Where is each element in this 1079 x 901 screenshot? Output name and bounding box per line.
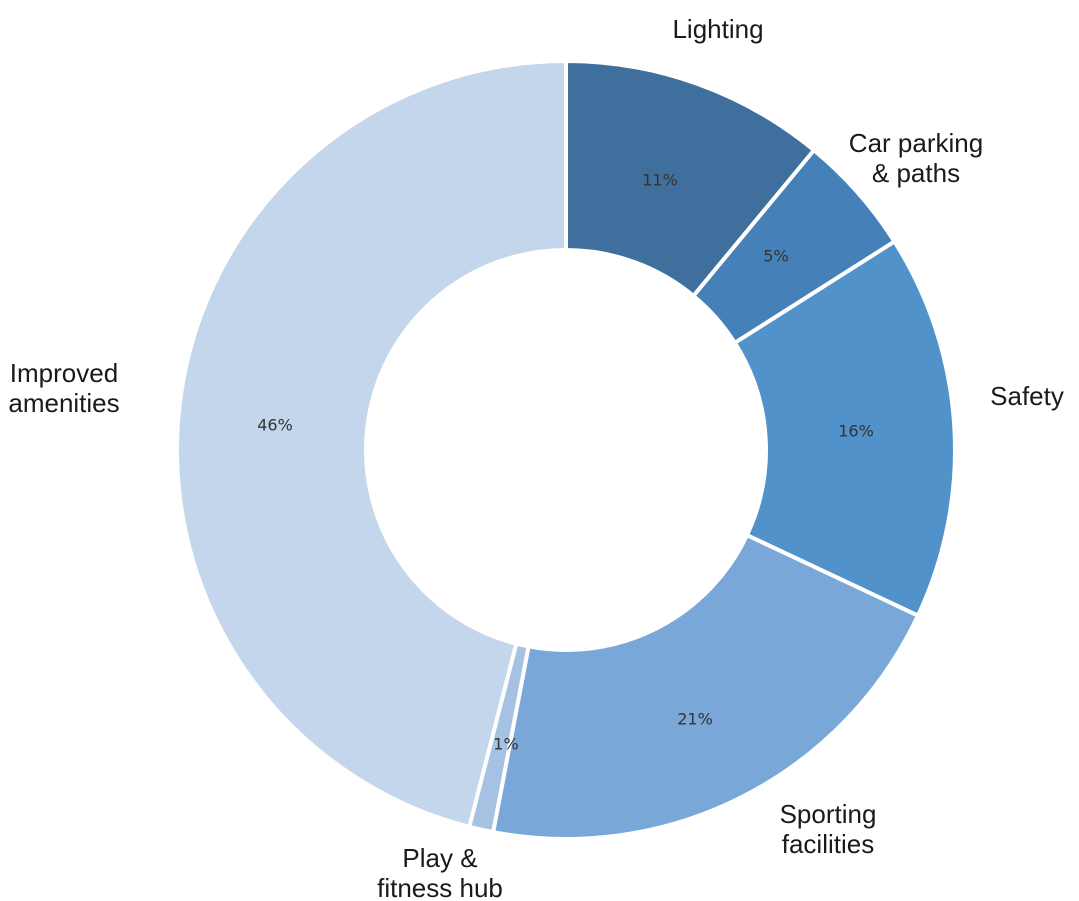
category-label-line: Car parking xyxy=(849,128,983,158)
category-label-line: Safety xyxy=(990,381,1064,411)
category-label-line: amenities xyxy=(8,388,119,418)
data-label-car-parking-and-paths: 5% xyxy=(763,247,788,266)
data-label-improved-amenities: 46% xyxy=(257,416,293,435)
category-label-lighting: Lighting xyxy=(672,14,763,44)
category-label-line: Play & xyxy=(402,843,477,873)
category-label-improved-amenities: Improved amenities xyxy=(8,358,119,418)
category-label-line: & paths xyxy=(872,158,960,188)
category-label-play-and-fitness-hub: Play & fitness hub xyxy=(377,843,503,901)
category-label-safety: Safety xyxy=(990,381,1064,411)
category-label-line: Sporting xyxy=(780,799,877,829)
percent-labels: 11% 5% 16% 21% 1% 46% xyxy=(257,171,874,754)
category-label-sporting-facilities: Sporting facilities xyxy=(780,799,877,859)
slice-safety xyxy=(732,238,957,619)
data-label-sporting-facilities: 21% xyxy=(677,710,713,729)
slice-lighting xyxy=(564,58,817,299)
slice-improved-amenities xyxy=(175,58,568,830)
slice-sporting-facilities xyxy=(490,532,921,841)
category-label-car-parking-and-paths: Car parking & paths xyxy=(849,128,983,188)
category-label-line: Improved xyxy=(10,358,118,388)
data-label-safety: 16% xyxy=(838,422,874,441)
donut-slices xyxy=(175,58,957,841)
category-label-line: Lighting xyxy=(672,14,763,44)
data-label-play-and-fitness-hub: 1% xyxy=(493,735,518,754)
category-label-line: facilities xyxy=(782,829,874,859)
data-label-lighting: 11% xyxy=(642,171,678,190)
category-labels: Lighting Car parking & paths Safety Sporting… xyxy=(8,14,1064,901)
category-label-line: fitness hub xyxy=(377,873,503,901)
